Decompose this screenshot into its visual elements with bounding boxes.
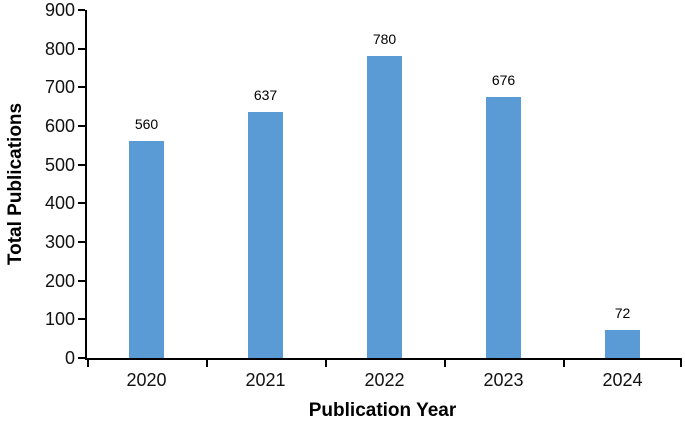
y-axis-tick xyxy=(78,86,85,89)
bar-value-label: 676 xyxy=(491,71,516,88)
y-tick-label: 0 xyxy=(64,348,75,368)
bar-value-label: 780 xyxy=(372,31,397,48)
x-axis-tick xyxy=(87,360,89,367)
y-tick-label: 900 xyxy=(44,0,75,20)
y-axis-tick xyxy=(78,202,85,205)
x-axis-tick xyxy=(563,360,565,367)
x-axis-title: Publication Year xyxy=(308,400,457,421)
x-tick-label: 2023 xyxy=(483,370,524,390)
bar xyxy=(486,96,521,358)
y-axis-tick xyxy=(78,279,85,282)
bar xyxy=(129,141,164,358)
y-axis-tick xyxy=(78,9,85,11)
x-axis-tick xyxy=(206,360,208,367)
y-axis-title: Total Publications xyxy=(5,102,26,266)
x-tick-label: 2024 xyxy=(602,370,643,390)
bar xyxy=(367,56,402,358)
x-axis-tick xyxy=(680,360,682,367)
y-axis-tick xyxy=(78,47,85,50)
y-tick-label: 700 xyxy=(44,77,75,98)
bar-value-label: 72 xyxy=(614,305,631,322)
y-tick-label: 100 xyxy=(44,309,75,330)
y-tick-label: 200 xyxy=(44,270,75,291)
bar xyxy=(605,330,640,358)
y-tick-label: 600 xyxy=(44,116,75,136)
bar-value-label: 560 xyxy=(134,116,159,133)
y-tick-label: 800 xyxy=(44,38,75,59)
y-axis-tick xyxy=(78,357,85,359)
y-axis-tick xyxy=(78,241,85,243)
plot-area: 0 100 200 300 400 500 600 700 800 900 560 2020 637 20… xyxy=(45,0,682,390)
x-tick-label: 2020 xyxy=(126,370,167,390)
y-tick-label: 400 xyxy=(44,193,75,214)
y-tick-label: 300 xyxy=(44,232,75,252)
y-axis-tick xyxy=(78,163,85,166)
y-tick-label: 500 xyxy=(44,154,75,175)
y-axis-tick xyxy=(78,125,85,127)
bar xyxy=(248,111,283,358)
x-tick-label: 2021 xyxy=(245,370,286,390)
x-axis-tick xyxy=(444,360,446,367)
y-axis-tick xyxy=(78,318,85,321)
x-tick-label: 2022 xyxy=(364,370,405,390)
bar-value-label: 637 xyxy=(253,86,278,103)
x-axis-tick xyxy=(325,360,327,367)
